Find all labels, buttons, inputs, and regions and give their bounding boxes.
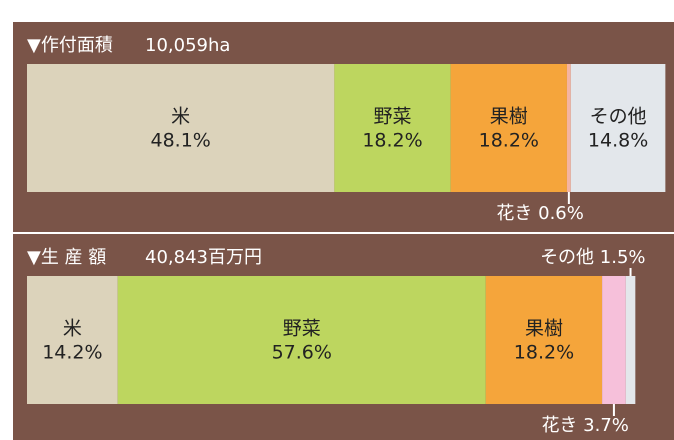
segment-label: 花き 3.7% bbox=[541, 415, 628, 436]
bar-segment bbox=[334, 64, 451, 192]
chart-title: ▼生 産 額 bbox=[27, 247, 106, 268]
segment-value: 3.7% bbox=[583, 415, 629, 436]
segment-value: 57.6% bbox=[272, 342, 332, 364]
segment-name: 米 bbox=[171, 106, 190, 128]
bar-segment bbox=[570, 64, 666, 192]
segment-label: その他 1.5% bbox=[540, 247, 645, 268]
segment-value: 14.8% bbox=[588, 130, 648, 152]
segment-name: 野菜 bbox=[374, 106, 412, 128]
segment-value: 1.5% bbox=[600, 247, 646, 268]
bar-segment bbox=[117, 276, 486, 404]
segment-name: 果樹 bbox=[490, 106, 528, 128]
bar-segment bbox=[625, 276, 636, 404]
segment-name: その他 bbox=[540, 247, 594, 268]
bar-segment bbox=[27, 276, 118, 404]
bar-segment bbox=[27, 64, 335, 192]
segment-value: 48.1% bbox=[150, 130, 210, 152]
segment-label: 花き 0.6% bbox=[496, 203, 583, 224]
bar-segment bbox=[450, 64, 567, 192]
segment-value: 14.2% bbox=[42, 342, 102, 364]
segment-name: 花き bbox=[496, 203, 532, 224]
segment-value: 18.2% bbox=[362, 130, 422, 152]
chart-title: ▼作付面積 bbox=[27, 35, 113, 56]
segment-name: 果樹 bbox=[525, 318, 563, 340]
segment-name: 花き bbox=[541, 415, 577, 436]
chart-subtitle: 40,843百万円 bbox=[145, 247, 262, 268]
segment-value: 18.2% bbox=[514, 342, 574, 364]
segment-value: 0.6% bbox=[538, 203, 584, 224]
chart-subtitle: 10,059ha bbox=[145, 35, 230, 56]
bar-segment bbox=[602, 276, 626, 404]
segment-name: その他 bbox=[590, 106, 647, 128]
segment-name: 米 bbox=[63, 318, 82, 340]
segment-value: 18.2% bbox=[479, 130, 539, 152]
bar-segment bbox=[485, 276, 603, 404]
segment-name: 野菜 bbox=[283, 318, 321, 340]
bar-segment bbox=[566, 64, 571, 192]
